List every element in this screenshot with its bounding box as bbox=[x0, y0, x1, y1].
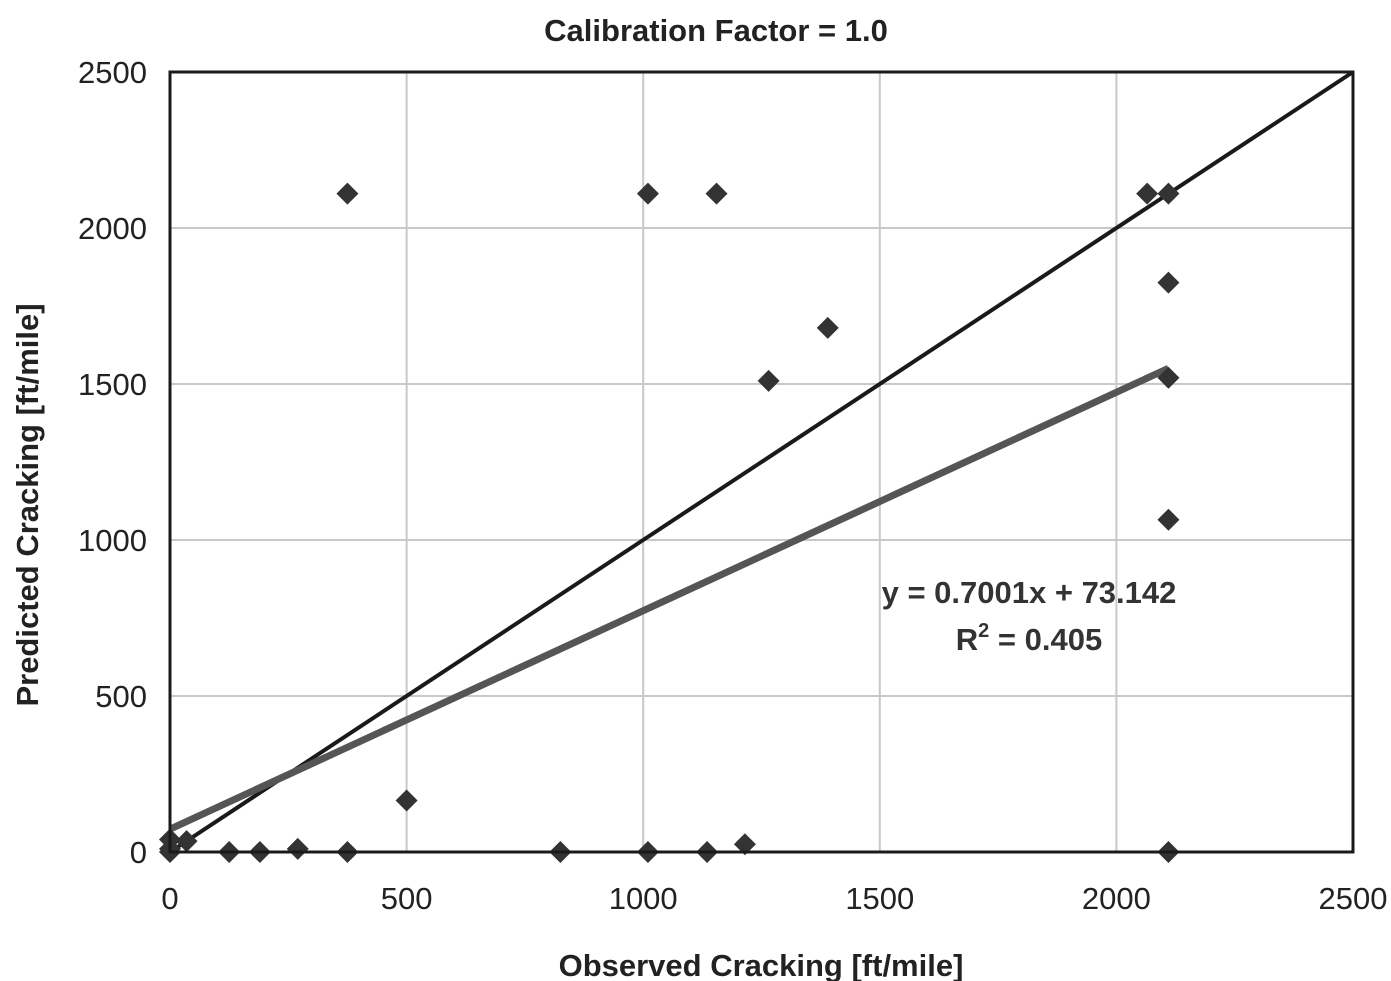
trend-line bbox=[168, 365, 1170, 833]
y-tick-label: 500 bbox=[95, 679, 147, 714]
data-point bbox=[1157, 366, 1180, 389]
x-axis-label: Observed Cracking [ft/mile] bbox=[559, 948, 964, 981]
data-point bbox=[286, 837, 309, 860]
data-point bbox=[816, 316, 839, 339]
data-point bbox=[336, 182, 359, 205]
x-tick-label: 2500 bbox=[1319, 881, 1388, 916]
data-point bbox=[1157, 182, 1180, 205]
chart-title: Calibration Factor = 1.0 bbox=[544, 13, 888, 48]
trendline-equation: y = 0.7001x + 73.142 bbox=[882, 575, 1177, 610]
r-squared-label: R2 = 0.405 bbox=[956, 620, 1102, 657]
data-point bbox=[395, 789, 418, 812]
x-tick-label: 500 bbox=[381, 881, 433, 916]
y-tick-label: 1000 bbox=[78, 523, 147, 558]
data-point bbox=[757, 369, 780, 392]
y-tick-labels: 0 500 1000 1500 2000 2500 bbox=[78, 55, 147, 870]
y-axis-label: Predicted Cracking [ft/mile] bbox=[10, 303, 45, 706]
y-tick-label: 2000 bbox=[78, 211, 147, 246]
y-tick-label: 0 bbox=[130, 835, 147, 870]
equality-line bbox=[168, 70, 1355, 854]
fit-lines bbox=[168, 70, 1355, 854]
r-squared-value: = 0.405 bbox=[989, 622, 1102, 657]
r-squared-symbol: R bbox=[956, 622, 978, 657]
data-point bbox=[175, 830, 198, 853]
y-tick-label: 1500 bbox=[78, 367, 147, 402]
x-tick-label: 2000 bbox=[1082, 881, 1151, 916]
data-point bbox=[733, 833, 756, 856]
data-point bbox=[1136, 182, 1159, 205]
x-tick-label: 1000 bbox=[609, 881, 678, 916]
x-tick-label: 1500 bbox=[845, 881, 914, 916]
data-point bbox=[705, 182, 728, 205]
x-tick-labels: 0 500 1000 1500 2000 2500 bbox=[161, 881, 1387, 916]
x-tick-label: 0 bbox=[161, 881, 178, 916]
data-point bbox=[1157, 271, 1180, 294]
data-point bbox=[1157, 508, 1180, 531]
data-point bbox=[636, 182, 659, 205]
r-squared-exponent: 2 bbox=[978, 620, 989, 642]
y-tick-label: 2500 bbox=[78, 55, 147, 90]
plot-frame bbox=[168, 70, 1355, 854]
